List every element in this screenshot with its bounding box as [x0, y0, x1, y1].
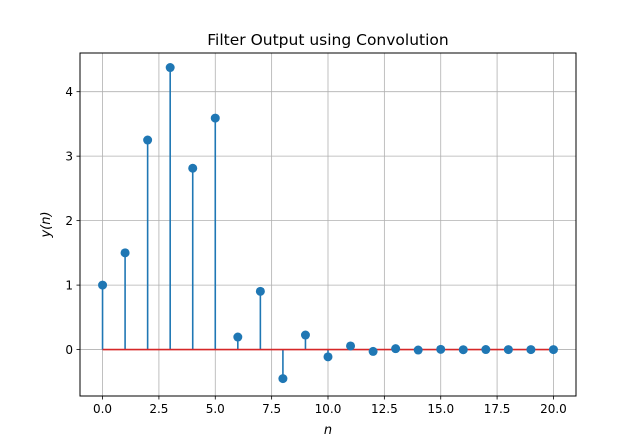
- x-tick-label: 10.0: [315, 402, 342, 416]
- y-axis-ticks: 0 1 2 3 4: [65, 85, 80, 357]
- stem-marker: [143, 135, 153, 145]
- stem-marker: [458, 345, 468, 355]
- stem-marker: [346, 341, 356, 351]
- stem-marker: [210, 113, 220, 123]
- x-tick-label: 15.0: [427, 402, 454, 416]
- stem-marker: [413, 345, 423, 355]
- stem-marker: [436, 344, 446, 354]
- stem-marker: [278, 374, 288, 384]
- stem-marker: [391, 344, 401, 354]
- x-tick-label: 7.5: [262, 402, 281, 416]
- y-tick-label: 1: [65, 279, 73, 293]
- stem-marker: [481, 345, 491, 355]
- grid-lines: [80, 53, 576, 396]
- chart-title: Filter Output using Convolution: [207, 31, 448, 49]
- y-tick-label: 0: [65, 343, 73, 357]
- y-tick-label: 4: [65, 85, 73, 99]
- x-axis-ticks: 0.0 2.5 5.0 7.5 10.0 12.5 15.0 17.5 20.0: [93, 396, 567, 416]
- x-tick-label: 5.0: [206, 402, 225, 416]
- stem-marker: [233, 332, 243, 342]
- stem-marker: [255, 286, 265, 296]
- stem-marker: [548, 345, 558, 355]
- stem-marker: [323, 352, 333, 362]
- x-axis-label: n: [324, 423, 332, 438]
- stem-marker: [300, 330, 310, 340]
- x-tick-label: 2.5: [149, 402, 168, 416]
- y-tick-label: 3: [65, 150, 73, 164]
- stem-marker: [98, 280, 108, 290]
- y-axis-label: y(n): [39, 211, 54, 238]
- y-tick-label: 2: [65, 214, 73, 228]
- stem-marker: [503, 345, 513, 355]
- stem-marker: [368, 346, 378, 356]
- x-tick-label: 0.0: [93, 402, 112, 416]
- x-tick-label: 12.5: [371, 402, 398, 416]
- stem-markers: [98, 63, 558, 384]
- stem-marker: [120, 248, 130, 258]
- stem-marker: [165, 63, 175, 73]
- x-tick-label: 20.0: [540, 402, 567, 416]
- x-tick-label: 17.5: [484, 402, 511, 416]
- stem-marker: [526, 345, 536, 355]
- stem-marker: [188, 163, 198, 173]
